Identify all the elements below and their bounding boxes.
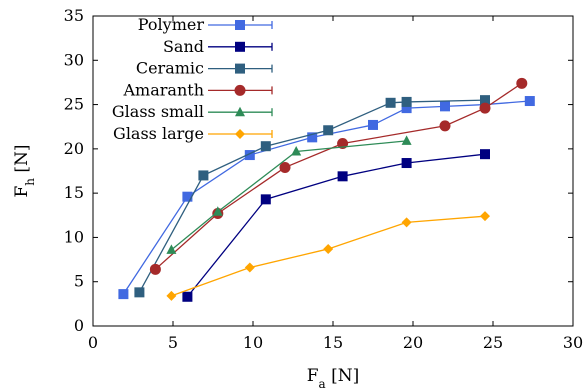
data-point-polymer [524, 96, 535, 107]
data-point-amaranth [149, 263, 161, 275]
y-tick-label: 30 [64, 50, 84, 69]
legend-marker [235, 20, 245, 30]
data-point-glass-large [244, 262, 255, 273]
data-point-amaranth [279, 161, 291, 173]
data-point-ceramic [198, 170, 209, 181]
data-point-polymer [182, 191, 193, 202]
data-point-polymer [401, 103, 412, 114]
legend-label: Sand [163, 37, 204, 56]
legend-marker [235, 63, 245, 74]
series-line-glass-large [171, 215, 486, 297]
series-glass-large [166, 211, 490, 301]
data-point-sand [480, 149, 490, 160]
series-line-sand [186, 153, 486, 298]
legend-label: Polymer [138, 15, 205, 34]
data-point-glass-small [166, 244, 177, 254]
data-point-sand [401, 158, 412, 169]
legend-entry-ceramic: Ceramic [136, 59, 273, 78]
legend-marker [235, 41, 245, 52]
data-point-glass-large [323, 243, 334, 254]
data-point-polymer [118, 289, 129, 300]
data-point-amaranth [479, 102, 491, 114]
axis-ticks: 0 5 10 15 20 25 30 0 5 10 15 20 25 30 35 [64, 6, 584, 352]
data-point-polymer [307, 132, 318, 143]
data-point-amaranth [439, 120, 451, 132]
legend: Polymer Sand Ceramic Amaranth Glass small Gla… [112, 15, 273, 143]
data-point-polymer [244, 150, 255, 161]
data-point-glass-large [166, 290, 177, 301]
y-axis-label: Fh [N] [12, 144, 37, 197]
x-axis-label: Fa [N] [307, 366, 360, 390]
x-tick-label: 25 [483, 333, 503, 352]
x-tick-label: 30 [563, 333, 583, 352]
y-tick-label: 25 [64, 95, 84, 114]
data-point-sand [182, 291, 193, 302]
y-tick-label: 35 [64, 6, 84, 25]
x-tick-label: 5 [168, 333, 178, 352]
legend-label: Amaranth [123, 80, 205, 99]
series-line-glass-small [170, 140, 407, 251]
legend-label: Glass small [112, 102, 204, 121]
data-point-sand [260, 194, 271, 205]
series-layer [118, 77, 535, 302]
legend-entry-glass-small: Glass small [112, 102, 273, 121]
data-point-polymer [368, 119, 378, 130]
legend-marker [235, 129, 245, 139]
data-point-glass-large [401, 217, 412, 228]
legend-marker [234, 84, 246, 96]
series-ceramic [134, 95, 490, 298]
legend-label: Ceramic [136, 59, 204, 78]
x-tick-label: 10 [243, 333, 263, 352]
legend-entry-polymer: Polymer [138, 15, 273, 34]
y-tick-label: 20 [64, 139, 84, 158]
y-tick-label: 5 [74, 272, 84, 291]
data-point-ceramic [134, 287, 145, 298]
data-point-ceramic [480, 95, 490, 106]
y-tick-label: 10 [64, 227, 84, 246]
legend-entry-amaranth: Amaranth [123, 80, 273, 99]
series-glass-small [166, 135, 412, 254]
data-point-polymer [440, 101, 450, 112]
legend-label: Glass large [113, 124, 204, 143]
data-point-ceramic [260, 141, 271, 152]
y-tick-label: 15 [64, 183, 84, 202]
data-point-glass-large [480, 211, 490, 222]
data-point-ceramic [385, 97, 396, 108]
y-tick-label: 0 [74, 316, 84, 335]
data-point-glass-small [212, 206, 223, 216]
data-point-amaranth [516, 77, 528, 89]
x-tick-label: 20 [403, 333, 423, 352]
series-sand [182, 149, 490, 302]
data-point-glass-small [401, 135, 412, 145]
data-point-ceramic [401, 96, 412, 107]
legend-entry-glass-large: Glass large [113, 124, 273, 143]
x-tick-label: 0 [88, 333, 98, 352]
x-tick-label: 15 [323, 333, 343, 352]
legend-marker [235, 106, 245, 117]
data-point-glass-small [291, 146, 302, 156]
data-point-sand [337, 171, 348, 182]
legend-entry-sand: Sand [163, 37, 273, 56]
data-point-ceramic [323, 125, 334, 136]
